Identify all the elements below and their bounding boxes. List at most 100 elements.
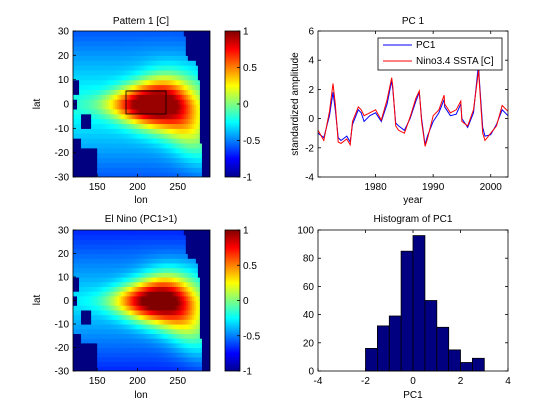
heatmap-cell	[91, 35, 94, 42]
heatmap-cell	[99, 35, 102, 42]
heatmap-cell	[91, 356, 94, 363]
heatmap-cell	[175, 253, 179, 259]
y-tick-label: 6	[308, 27, 314, 38]
heatmap-cell	[83, 272, 86, 278]
heatmap-cell	[193, 45, 197, 52]
heatmap-cell	[97, 142, 100, 149]
heatmap-cell	[117, 272, 120, 278]
heatmap-cell	[207, 152, 210, 159]
heatmap-cell	[187, 356, 191, 363]
heatmap-cell	[99, 60, 102, 66]
heatmap-cell	[161, 142, 165, 149]
heatmap-cell	[123, 118, 126, 125]
heatmap-cell	[87, 234, 90, 240]
heatmap-cell	[195, 133, 199, 139]
heatmap-cell	[159, 234, 163, 240]
heatmap-cell	[159, 309, 163, 316]
heatmap-cell	[161, 152, 165, 159]
heatmap-cell	[119, 333, 122, 339]
heatmap-cell	[123, 361, 126, 367]
heatmap-cell	[111, 328, 114, 334]
heatmap-cell	[113, 234, 116, 240]
heatmap-cell	[167, 305, 171, 311]
heatmap-cell	[97, 84, 100, 90]
heatmap-cell	[189, 333, 193, 339]
heatmap-cell	[113, 239, 116, 245]
heatmap-cell	[199, 162, 203, 168]
heatmap-cell	[199, 167, 203, 173]
heatmap-cell	[127, 356, 131, 363]
heatmap-cell	[167, 262, 171, 269]
heatmap-cell	[97, 253, 100, 259]
heatmap-cell	[103, 356, 106, 363]
heatmap-cell	[183, 295, 187, 302]
heatmap-cell	[157, 356, 161, 363]
heatmap-cell	[157, 60, 161, 66]
heatmap-cell	[113, 108, 116, 115]
heatmap-cell	[199, 40, 203, 47]
heatmap-cell	[123, 108, 126, 115]
heatmap-cell	[93, 234, 96, 240]
heatmap-cell	[199, 35, 203, 42]
heatmap-cell	[131, 333, 135, 339]
heatmap-cell	[161, 277, 165, 283]
heatmap-cell	[117, 172, 120, 177]
heatmap-cell	[165, 295, 169, 302]
heatmap-cell	[177, 356, 181, 363]
heatmap-cell	[143, 300, 147, 306]
heatmap-cell	[121, 138, 124, 144]
heatmap-cell	[183, 361, 187, 367]
heatmap-cell	[203, 319, 207, 325]
heatmap-cell	[93, 347, 96, 353]
heatmap-cell	[117, 342, 120, 349]
heatmap-cell	[161, 74, 165, 81]
heatmap-cell	[149, 234, 153, 240]
heatmap-cell	[125, 35, 128, 42]
heatmap-cell	[153, 128, 157, 134]
heatmap-cell	[165, 286, 169, 292]
heatmap-cell	[177, 138, 181, 144]
heatmap-cell	[151, 113, 155, 120]
heatmap-cell	[73, 352, 76, 358]
heatmap-cell	[99, 69, 102, 76]
heatmap-cell	[87, 133, 90, 139]
heatmap-cell	[99, 45, 102, 52]
heatmap-cell	[141, 118, 145, 125]
heatmap-cell	[121, 157, 124, 163]
heatmap-cell	[195, 347, 199, 353]
heatmap-cell	[85, 277, 88, 283]
heatmap-cell	[123, 60, 126, 66]
heatmap-cell	[139, 162, 143, 168]
heatmap-cell	[75, 108, 78, 115]
heatmap-cell	[89, 324, 92, 330]
heatmap-cell	[141, 138, 145, 144]
heatmap-cell	[193, 172, 197, 177]
heatmap-cell	[151, 324, 155, 330]
heatmap-cell	[135, 142, 139, 149]
heatmap-cell	[185, 69, 189, 76]
heatmap-cell	[147, 319, 151, 325]
heatmap-cell	[163, 142, 167, 149]
heatmap-cell	[81, 74, 84, 81]
heatmap-cell	[185, 295, 189, 302]
heatmap-cell	[179, 356, 183, 363]
heatmap-cell	[121, 108, 124, 115]
heatmap-cell	[141, 74, 145, 81]
heatmap-cell	[185, 309, 189, 316]
heatmap-cell	[195, 248, 199, 255]
heatmap-cell	[183, 248, 187, 255]
heatmap-cell	[77, 333, 80, 339]
heatmap-cell	[75, 118, 78, 125]
heatmap-cell	[141, 133, 145, 139]
heatmap-cell	[151, 31, 155, 37]
heatmap-cell	[169, 309, 173, 316]
heatmap-cell	[89, 157, 92, 163]
heatmap-cell	[149, 300, 153, 306]
heatmap-cell	[163, 108, 167, 115]
heatmap-cell	[113, 305, 116, 311]
heatmap-cell	[163, 258, 167, 264]
heatmap-cell	[93, 300, 96, 306]
heatmap-cell	[79, 45, 82, 52]
heatmap-cell	[75, 291, 78, 297]
heatmap-cell	[169, 239, 173, 245]
